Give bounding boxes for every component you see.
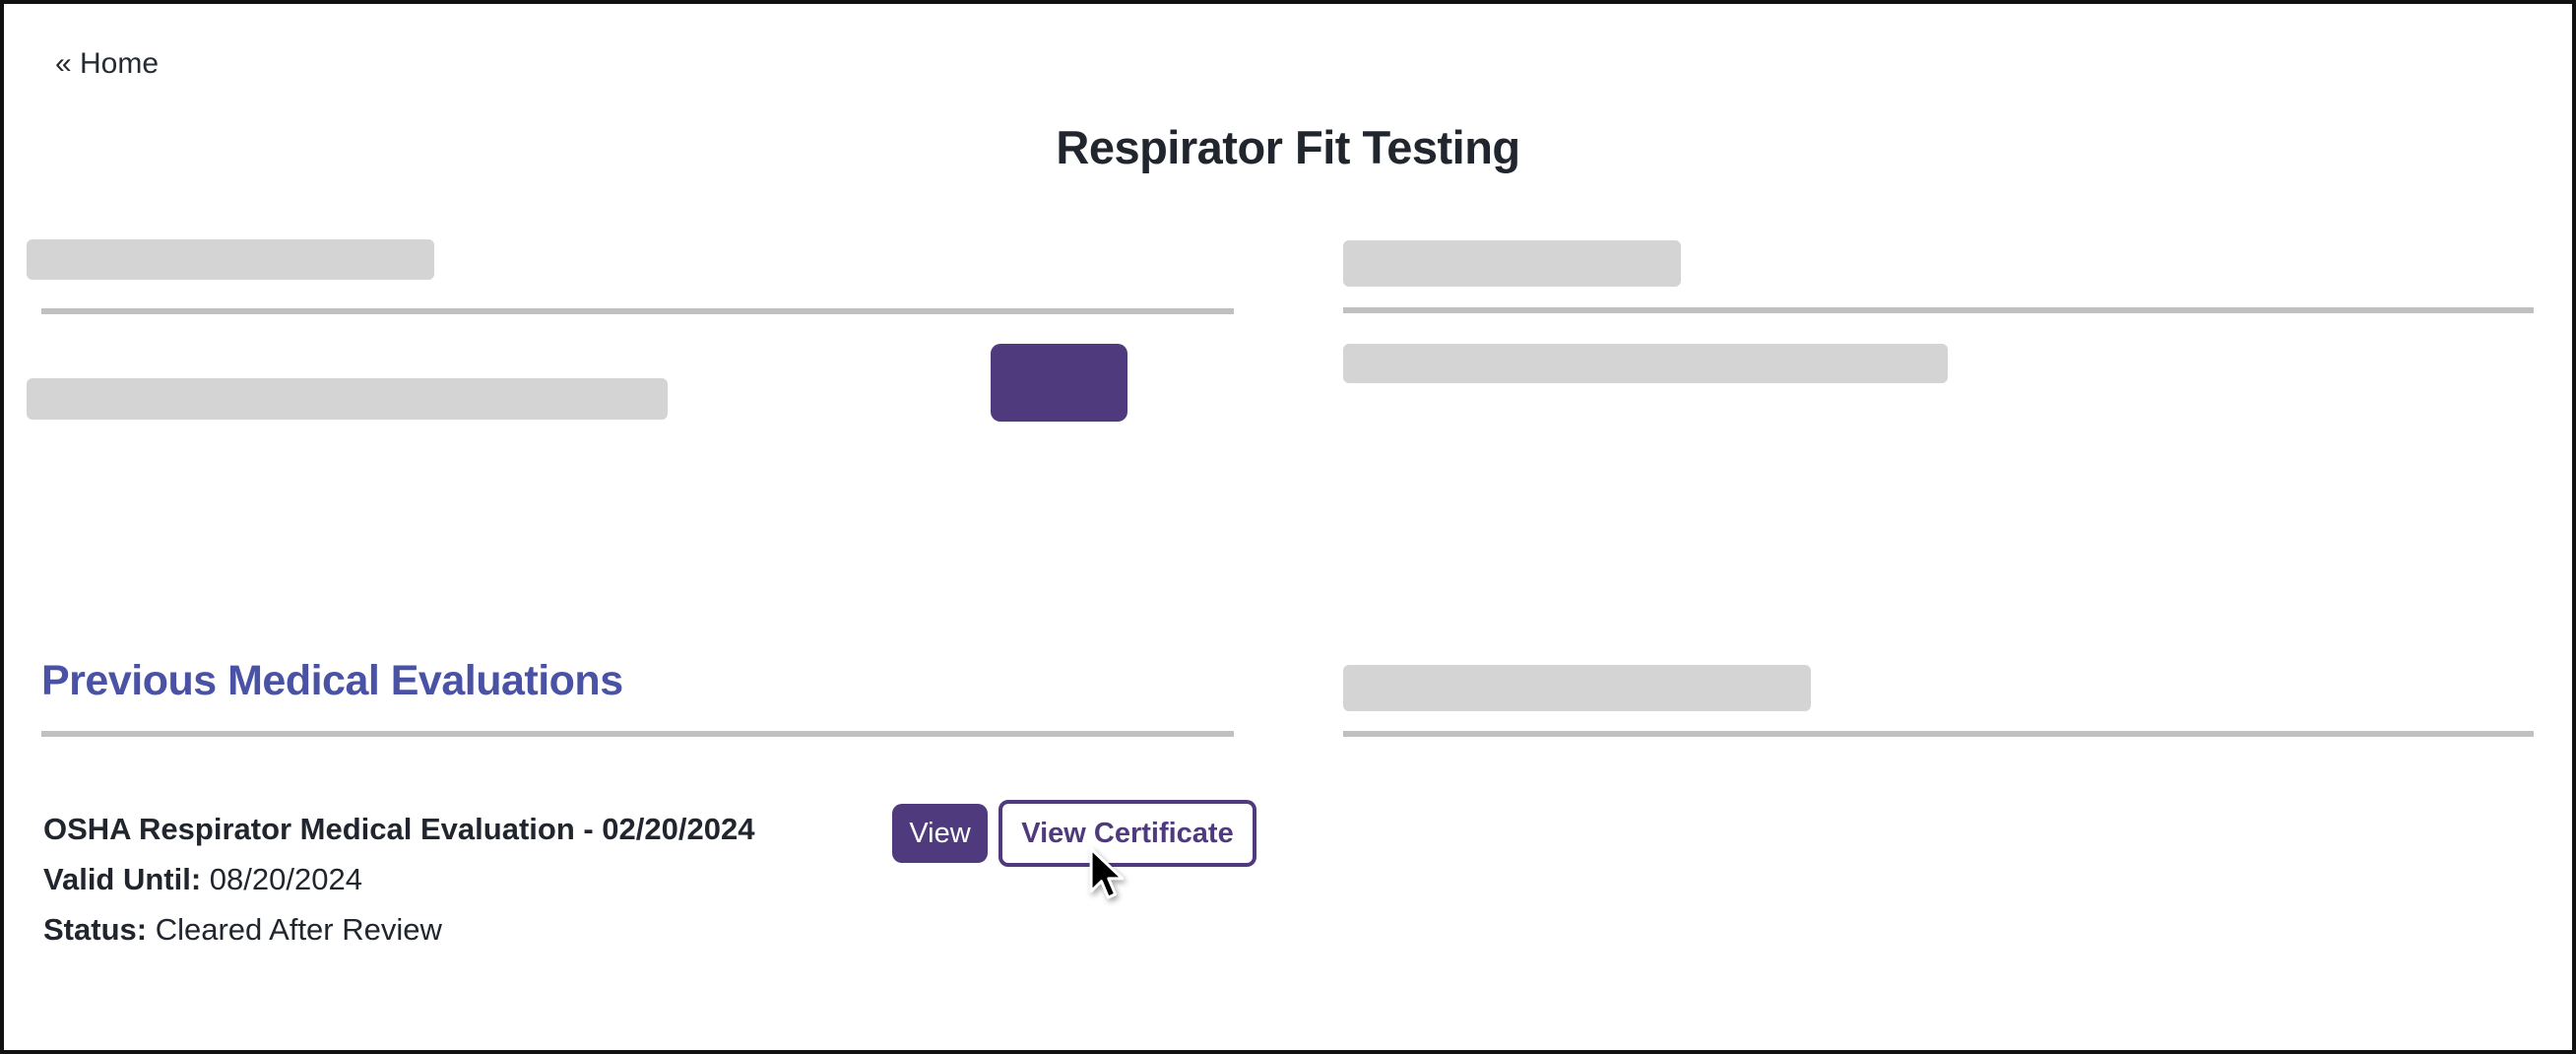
placeholder-bar-label-right-2: [1343, 344, 1948, 383]
view-button[interactable]: View: [892, 804, 988, 863]
evaluation-valid-until-line: Valid Until: 08/20/2024: [43, 854, 754, 904]
placeholder-bar-label-left-2: [27, 378, 668, 420]
valid-until-value: 08/20/2024: [201, 862, 362, 896]
primary-action-button[interactable]: [991, 344, 1127, 422]
placeholder-bar-label-right-3: [1343, 665, 1811, 711]
evaluation-status-line: Status: Cleared After Review: [43, 904, 754, 955]
divider-right-top: [1343, 307, 2534, 313]
previous-medical-evaluations-heading: Previous Medical Evaluations: [41, 657, 623, 704]
view-certificate-button[interactable]: View Certificate: [998, 800, 1256, 867]
evaluation-title: OSHA Respirator Medical Evaluation - 02/…: [43, 812, 755, 846]
divider-left-top: [41, 308, 1234, 314]
placeholder-bar-label-left-1: [27, 239, 434, 280]
status-value: Cleared After Review: [147, 912, 442, 947]
status-label: Status:: [43, 912, 148, 947]
home-back-link[interactable]: « Home: [55, 47, 160, 80]
placeholder-bar-label-right-1: [1343, 240, 1681, 287]
divider-right-bottom: [1343, 731, 2534, 737]
valid-until-label: Valid Until:: [43, 862, 202, 896]
page-title: Respirator Fit Testing: [1056, 121, 1520, 173]
evaluation-entry: OSHA Respirator Medical Evaluation - 02/…: [43, 804, 754, 955]
divider-left-bottom: [41, 731, 1234, 737]
